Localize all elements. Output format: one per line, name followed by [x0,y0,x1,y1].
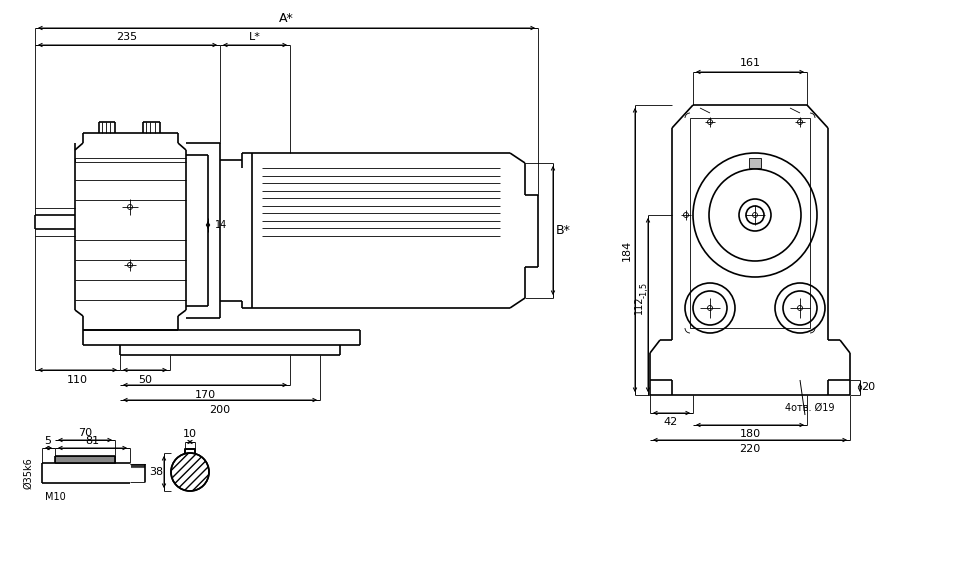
Text: Ø35k6: Ø35k6 [23,457,33,489]
Text: 220: 220 [739,444,761,454]
Text: 110: 110 [66,375,88,385]
Text: 10: 10 [183,429,197,439]
Text: 20: 20 [861,382,875,392]
Text: L*: L* [249,32,261,42]
Text: 42: 42 [664,417,678,427]
Circle shape [171,453,209,491]
Text: 180: 180 [739,429,761,439]
Text: 70: 70 [78,428,92,438]
Text: 170: 170 [195,390,216,400]
Text: 81: 81 [85,436,99,446]
Text: 184: 184 [622,239,632,261]
Bar [749,158,761,168]
Text: -1,5: -1,5 [639,282,648,298]
Text: 200: 200 [209,405,231,415]
Bar [185,449,195,454]
Text: 50: 50 [138,375,152,385]
Text: 4отв. Ø19: 4отв. Ø19 [785,403,835,413]
Text: 5: 5 [45,436,52,446]
Text: 112: 112 [634,296,644,314]
Text: 161: 161 [739,58,761,68]
Bar [55,456,115,463]
Text: B*: B* [556,224,570,236]
Text: 235: 235 [117,32,137,42]
Text: A*: A* [278,12,294,25]
Text: 14: 14 [215,220,228,230]
Text: 38: 38 [149,467,163,477]
Text: M10: M10 [45,492,66,502]
Bar [690,118,810,328]
